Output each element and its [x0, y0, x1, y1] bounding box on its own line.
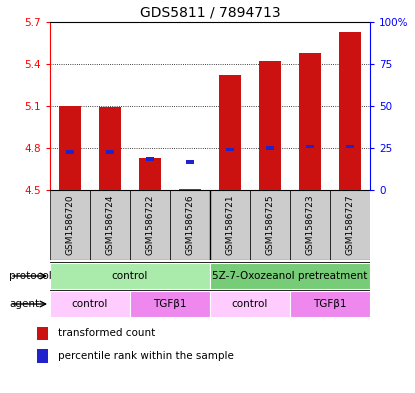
Bar — [210, 190, 250, 260]
Bar — [105, 151, 115, 154]
Text: percentile rank within the sample: percentile rank within the sample — [58, 351, 234, 361]
Bar — [290, 291, 370, 317]
Text: control: control — [232, 299, 268, 309]
Bar — [59, 106, 81, 190]
Bar — [130, 190, 170, 260]
Bar — [179, 189, 201, 190]
Bar — [250, 190, 290, 260]
Bar — [170, 190, 210, 260]
Bar — [66, 151, 74, 154]
Bar — [50, 291, 130, 317]
Title: GDS5811 / 7894713: GDS5811 / 7894713 — [140, 6, 280, 19]
Text: TGFβ1: TGFβ1 — [153, 299, 187, 309]
Bar — [299, 53, 321, 190]
Bar — [90, 190, 130, 260]
Bar — [226, 148, 234, 151]
Bar — [290, 190, 330, 260]
Bar — [259, 61, 281, 190]
Bar — [130, 291, 210, 317]
Text: GSM1586724: GSM1586724 — [105, 195, 115, 255]
Bar — [139, 158, 161, 190]
Text: control: control — [112, 271, 148, 281]
Bar — [330, 190, 370, 260]
Text: control: control — [72, 299, 108, 309]
Text: 5Z-7-Oxozeanol pretreatment: 5Z-7-Oxozeanol pretreatment — [212, 271, 368, 281]
Bar — [186, 160, 194, 164]
Bar — [266, 146, 274, 150]
Bar — [146, 158, 154, 161]
Bar — [50, 263, 210, 288]
Bar — [210, 291, 290, 317]
Text: GSM1586721: GSM1586721 — [225, 195, 234, 255]
Text: TGFβ1: TGFβ1 — [313, 299, 347, 309]
Bar — [37, 349, 48, 362]
Text: transformed count: transformed count — [58, 328, 156, 338]
Bar — [305, 145, 315, 148]
Bar — [339, 32, 361, 190]
Bar — [219, 75, 241, 190]
Text: GSM1586723: GSM1586723 — [305, 195, 315, 255]
Text: GSM1586726: GSM1586726 — [186, 195, 195, 255]
Bar — [50, 190, 90, 260]
Text: GSM1586720: GSM1586720 — [66, 195, 75, 255]
Bar — [346, 145, 354, 148]
Text: protocol: protocol — [9, 271, 52, 281]
Bar — [210, 263, 370, 288]
Bar — [37, 327, 48, 340]
Text: GSM1586725: GSM1586725 — [266, 195, 274, 255]
Text: agent: agent — [9, 299, 39, 309]
Text: GSM1586722: GSM1586722 — [146, 195, 154, 255]
Text: GSM1586727: GSM1586727 — [346, 195, 354, 255]
Bar — [99, 107, 121, 190]
